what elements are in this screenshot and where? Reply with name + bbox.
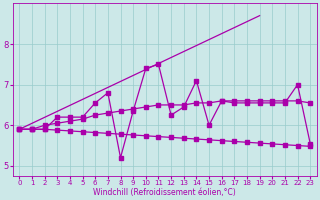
X-axis label: Windchill (Refroidissement éolien,°C): Windchill (Refroidissement éolien,°C): [93, 188, 236, 197]
